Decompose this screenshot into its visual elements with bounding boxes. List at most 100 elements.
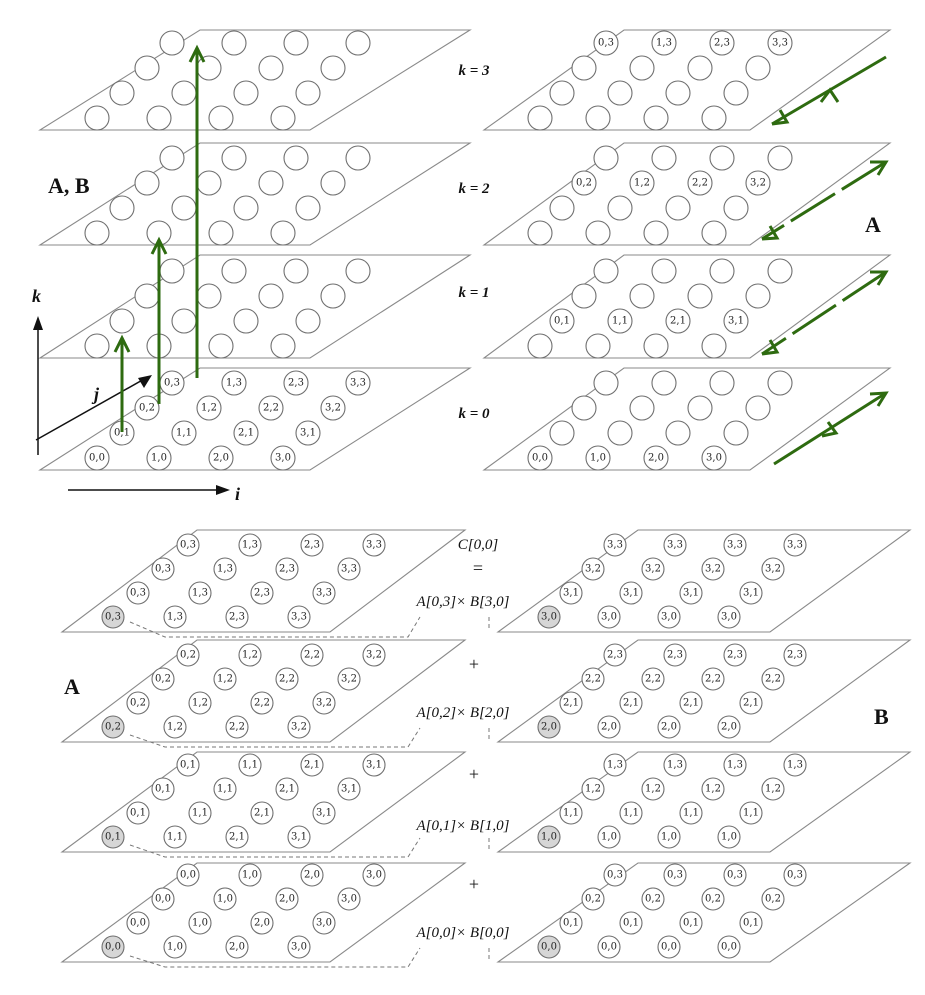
bottom-b-plane-3-cell-label-1-3: 3,3 [667, 540, 683, 551]
bottom-b-plane-1-cell-label-3-1: 1,1 [743, 808, 759, 819]
right-plane-k0-cell-0-2 [571, 395, 597, 421]
right-plane-k2: 0,2 1,2 2,2 3,2 [482, 142, 892, 246]
bottom-b-plane-1-cell-2-1 [679, 801, 703, 825]
bottom-a-plane-3-cell-2-3 [300, 533, 324, 557]
left-plane-k1-cell-2-1 [233, 308, 259, 334]
bottom-b-plane-2-cell-label-0-0: 2,0 [541, 722, 557, 733]
right-plane-k1-cell-3-2 [745, 283, 771, 309]
product-term-1: A[0,1]× B[1,0] [415, 818, 509, 834]
bottom-a-plane-0-cell-1-2 [213, 887, 237, 911]
right-plane-k3-cell-label-0-3: 0,3 [598, 38, 614, 49]
bottom-a-plane-2-cell-label-0-2: 0,2 [155, 674, 171, 685]
right-plane-k1-cell-label-0-1: 0,1 [554, 316, 570, 327]
bottom-b-plane-1-cell-label-1-1: 1,1 [623, 808, 639, 819]
shift-arrowhead-k1-a [870, 270, 889, 286]
bottom-a-plane-2-cell-label-0-3: 0,2 [180, 650, 196, 661]
bottom-b-plane-0-cell-label-1-3: 0,3 [667, 870, 683, 881]
bottom-a-plane-3-cell-label-2-0: 2,3 [229, 612, 245, 623]
bottom-b-plane-0-cell-0-0 [537, 935, 561, 959]
bottom-a-plane-1-cell-1-1 [188, 801, 212, 825]
bottom-a-plane-3-cell-1-3 [238, 533, 262, 557]
left-plane-k0-cell-label-2-0: 2,0 [213, 453, 229, 464]
bottom-a-plane-2-cell-label-2-1: 2,2 [254, 698, 270, 709]
bottom-b-plane-1-cell-0-2 [581, 777, 605, 801]
right-plane-k1-cell-label-1-1: 1,1 [612, 316, 628, 327]
bottom-b-plane-0-cell-label-0-1: 0,1 [563, 918, 579, 929]
right-plane-k2-cell-label-3-2: 3,2 [750, 178, 766, 189]
bottom-a-plane-1-cell-0-1 [126, 801, 150, 825]
left-plane-k1 [38, 254, 472, 359]
shift-arrow-k0 [773, 391, 887, 466]
bottom-b-plane-3-cell-label-0-0: 3,0 [541, 612, 557, 623]
bottom-b-plane-3-cell-label-2-1: 3,1 [683, 588, 699, 599]
bottom-a-plane-1-cell-2-0 [225, 825, 249, 849]
bottom-b-plane-2-cell-label-0-1: 2,1 [563, 698, 579, 709]
left-plane-k0-cell-label-3-2: 3,2 [325, 403, 341, 414]
bottom-b-plane-0-cell-label-0-2: 0,2 [585, 894, 601, 905]
left-plane-k3-cell-1-3 [221, 30, 247, 56]
shift-arrowhead-k1-b [761, 339, 780, 356]
label-a-bottom: A [64, 674, 80, 699]
bottom-b-plane-0-cell-0-3 [603, 863, 627, 887]
right-plane-k0-cell-1-1 [607, 420, 633, 446]
bottom-a-plane-3-cell-label-1-1: 1,3 [192, 588, 208, 599]
axis-j-arrowhead [138, 375, 152, 388]
right-plane-k1-cell-2-2 [687, 283, 713, 309]
bottom-b-plane-1-cell-0-3 [603, 753, 627, 777]
bottom-b-plane-3-cell-label-2-2: 3,2 [705, 564, 721, 575]
bottom-a-plane-0-cell-label-3-2: 3,0 [341, 894, 357, 905]
bottom-b-plane-2-cell-2-2 [701, 667, 725, 691]
bottom-b-plane-3-cell-3-3 [783, 533, 807, 557]
bottom-b-plane-3-cell-label-0-1: 3,1 [563, 588, 579, 599]
overlay-layer: k j i A, B A A B k = 3 k = 2 k = 1 k = 0… [32, 44, 889, 968]
left-plane-k0-cell-3-3 [345, 370, 371, 396]
left-plane-k2-cell-1-1 [171, 195, 197, 221]
right-plane-k2-cell-0-1 [549, 195, 575, 221]
bottom-b-plane-1-cell-2-0 [657, 825, 681, 849]
shift-arrowhead-k2-a [870, 160, 889, 176]
bottom-a-plane-3-cell-2-1 [250, 581, 274, 605]
bottom-a-plane-2-cell-0-3 [176, 643, 200, 667]
bottom-a-plane-2-cell-label-1-3: 1,2 [242, 650, 258, 661]
left-plane-k1-cell-2-2 [258, 283, 284, 309]
bottom-b-plane-1-cell-label-0-0: 1,0 [541, 832, 557, 843]
left-plane-k1-cell-3-0 [270, 333, 296, 359]
bottom-b-plane-0-cell-label-2-2: 0,2 [705, 894, 721, 905]
bottom-a-plane-0-cell-label-2-1: 2,0 [254, 918, 270, 929]
left-plane-k0-cell-label-0-3: 0,3 [164, 378, 180, 389]
bottom-a-plane-0-cell-2-2 [275, 887, 299, 911]
bottom-a-plane-1-cell-label-0-2: 0,1 [155, 784, 171, 795]
bottom-b-plane-0: 0,0 0,0 0,0 0,0 0,1 0,1 0,1 0,1 0,2 0,2 0,2 0,2 0,3 0… [496, 862, 912, 963]
bottom-a-plane-3-cell-0-3 [176, 533, 200, 557]
right-plane-k1-cell-0-0 [527, 333, 553, 359]
right-plane-k3-cell-3-0 [701, 105, 727, 131]
right-plane-k1-cell-2-1 [665, 308, 691, 334]
right-plane-k2-cell-1-1 [607, 195, 633, 221]
left-plane-k3-cell-0-1 [109, 80, 135, 106]
bottom-a-plane-1-cell-label-2-0: 2,1 [229, 832, 245, 843]
right-plane-k0-cell-label-2-0: 2,0 [648, 453, 664, 464]
product-term-3: A[0,3]× B[3,0] [415, 594, 509, 610]
bottom-b-plane-0-cell-3-3 [783, 863, 807, 887]
bottom-a-plane-2-cell-label-3-3: 3,2 [366, 650, 382, 661]
bottom-b-plane-3-cell-label-1-0: 3,0 [601, 612, 617, 623]
right-plane-k3-cell-0-3 [593, 30, 619, 56]
bottom-a-plane-2-cell-2-3 [300, 643, 324, 667]
left-plane-k1-cell-0-3 [159, 258, 185, 284]
shift-arrowhead-k2-b [761, 225, 780, 241]
right-plane-k1-cell-2-0 [643, 333, 669, 359]
right-plane-k0-cell-2-0 [643, 445, 669, 471]
bottom-b-plane-3-cell-2-3 [723, 533, 747, 557]
bottom-a-plane-2-cell-3-2 [337, 667, 361, 691]
axis-j-label: j [91, 384, 100, 404]
left-plane-k0-cell-2-2 [258, 395, 284, 421]
right-plane-k2-cell-label-1-2: 1,2 [634, 178, 650, 189]
bottom-b-plane-0-cell-label-1-1: 0,1 [623, 918, 639, 929]
equals-sign: = [473, 558, 483, 578]
left-plane-k2-cell-1-3 [221, 145, 247, 171]
bottom-a-plane-1-cell-label-2-3: 2,1 [304, 760, 320, 771]
bottom-b-plane-0-cell-2-2 [701, 887, 725, 911]
bottom-b-plane-3-cell-1-1 [619, 581, 643, 605]
bottom-b-plane-1-cell-label-1-2: 1,2 [645, 784, 661, 795]
left-plane-k2-cell-3-0 [270, 220, 296, 246]
